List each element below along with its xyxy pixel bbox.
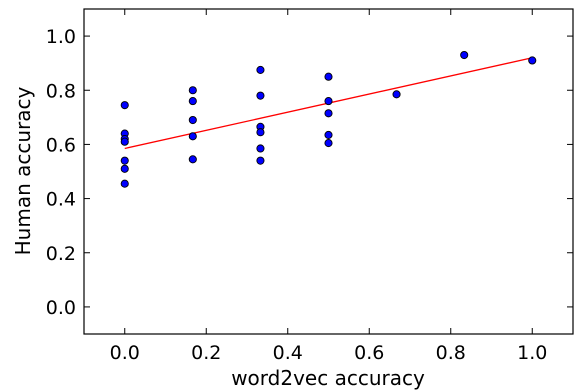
x-tick-label: 0.8 — [436, 342, 466, 364]
data-point — [120, 137, 129, 146]
data-point — [324, 109, 333, 118]
data-point — [120, 164, 129, 173]
data-point — [460, 50, 469, 60]
data-point — [188, 115, 197, 125]
data-point — [392, 90, 401, 99]
data-point — [256, 144, 265, 153]
data-point — [324, 97, 333, 106]
data-point — [324, 130, 333, 139]
axis-ticks — [84, 9, 573, 334]
data-point — [188, 86, 197, 95]
data-point — [324, 72, 333, 81]
data-point — [256, 128, 265, 137]
x-tick-label: 0.0 — [110, 342, 140, 364]
data-points — [120, 50, 537, 188]
data-point — [188, 155, 197, 164]
x-tick-label: 0.4 — [273, 342, 303, 364]
axis-tick-labels: 0.0 0.2 0.4 0.6 0.8 1.0 0.0 0.2 0.4 0.6 0.8 1.0 — [46, 26, 548, 364]
data-point — [256, 65, 265, 74]
data-point — [188, 97, 197, 106]
data-point — [324, 139, 333, 148]
x-tick-label: 1.0 — [517, 342, 547, 364]
y-tick-label: 0.4 — [46, 189, 76, 211]
y-tick-label: 0.2 — [46, 243, 76, 265]
data-point — [188, 132, 197, 141]
x-tick-label: 0.6 — [354, 342, 384, 364]
data-point — [120, 101, 129, 110]
data-point — [256, 156, 265, 165]
data-point — [528, 56, 537, 65]
data-point — [120, 156, 129, 165]
x-axis-label: word2vec accuracy — [231, 366, 425, 390]
y-tick-label: 0.0 — [46, 297, 76, 319]
y-axis-label: Human accuracy — [11, 86, 35, 255]
plot-frame — [83, 8, 574, 335]
data-point — [256, 91, 265, 100]
x-tick-label: 0.2 — [191, 342, 221, 364]
y-tick-label: 1.0 — [46, 26, 76, 48]
data-point — [120, 179, 129, 188]
y-tick-label: 0.8 — [46, 80, 76, 102]
y-tick-label: 0.6 — [46, 134, 76, 156]
